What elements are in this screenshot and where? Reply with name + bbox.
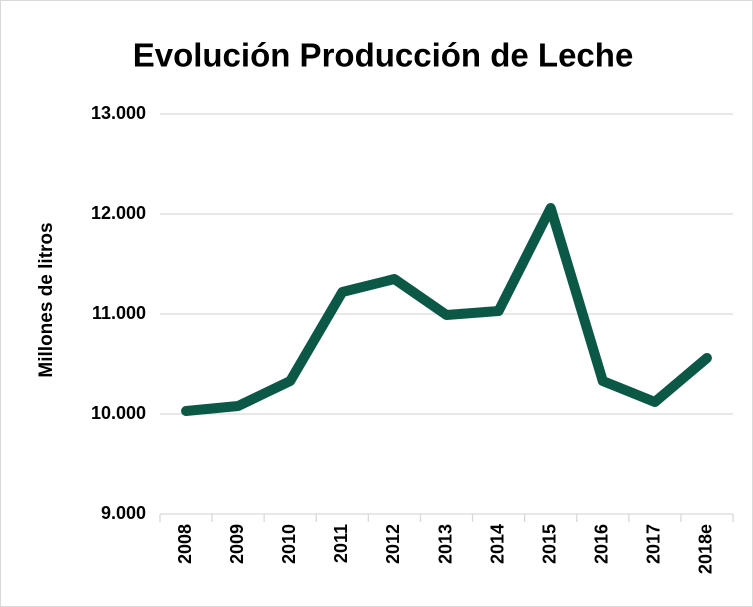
x-tick-label: 2017 <box>644 524 664 564</box>
x-tick-label: 2012 <box>383 524 403 564</box>
y-tick-label: 13.000 <box>91 103 146 123</box>
y-tick-label: 10.000 <box>91 403 146 423</box>
x-tick-label: 2016 <box>592 524 612 564</box>
x-tick-label: 2010 <box>279 524 299 564</box>
line-series <box>181 203 712 416</box>
x-tick-label: 2018e <box>696 524 716 574</box>
y-tick-label: 11.000 <box>92 303 146 323</box>
x-tick-label: 2011 <box>331 524 351 563</box>
x-tick-label: 2013 <box>435 524 455 564</box>
y-tick-label: 12.000 <box>91 203 146 223</box>
chart-title: Evolución Producción de Leche <box>133 37 634 74</box>
x-tick-label: 2014 <box>487 524 507 564</box>
y-tick-label: 9.000 <box>101 503 146 523</box>
x-tick-label: 2008 <box>175 524 195 564</box>
x-tick-label: 2015 <box>539 524 559 564</box>
x-tick-label: 2009 <box>227 524 247 564</box>
y-axis-label: Millones de litros <box>36 222 57 377</box>
